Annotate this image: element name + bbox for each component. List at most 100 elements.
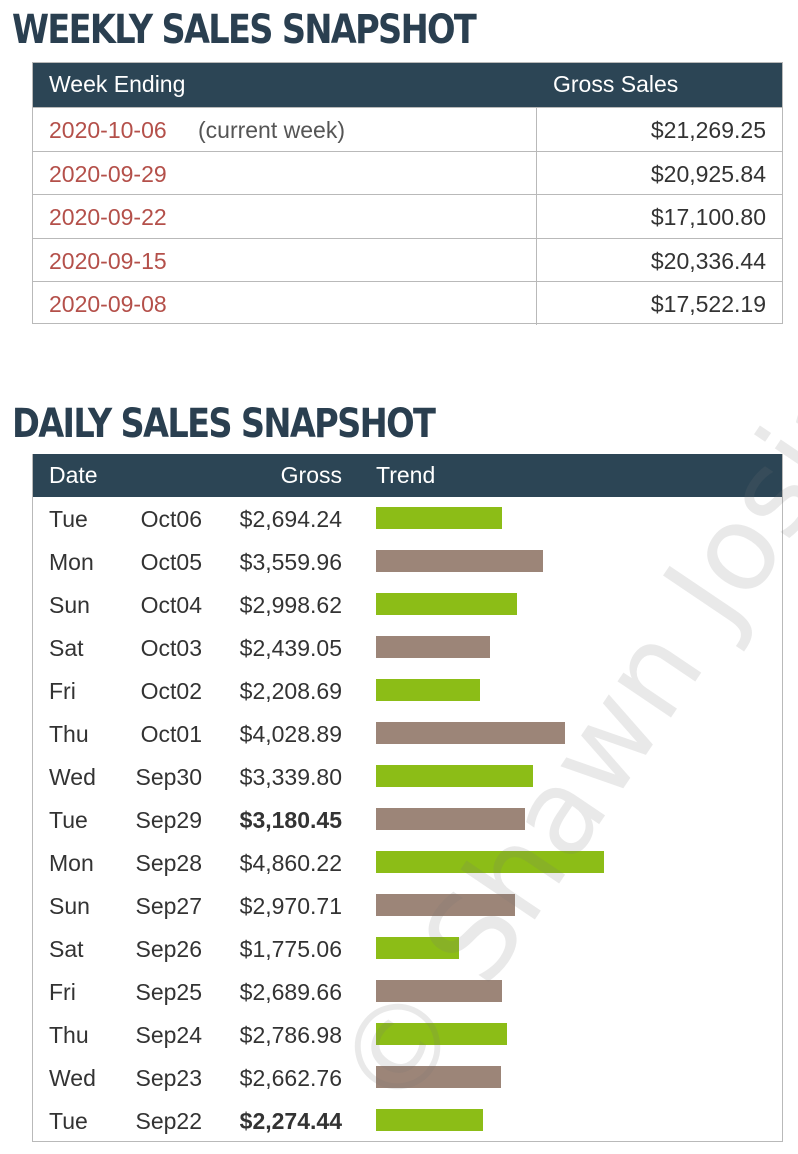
trend-bar [376, 636, 490, 658]
weekly-row: 2020-09-15 $20,336.44 [33, 237, 782, 282]
day-date: Sep27 [135, 893, 202, 919]
trend-bar [376, 894, 515, 916]
daily-gross-value: $3,559.96 [239, 549, 342, 575]
column-divider [536, 108, 537, 151]
daily-gross-value: $1,775.06 [239, 936, 342, 962]
daily-row: Fri Oct02 $2,208.69 [33, 669, 782, 712]
daily-gross-value: $4,028.89 [239, 721, 342, 747]
trend-bar [376, 550, 543, 572]
day-date: Oct06 [140, 506, 202, 532]
daily-gross-value: $2,694.24 [239, 506, 342, 532]
daily-gross-value: $2,274.44 [239, 1108, 342, 1134]
daily-gross-value: $2,689.66 [239, 979, 342, 1005]
weekly-sales-title: WEEKLY SALES SNAPSHOT [12, 7, 477, 53]
trend-bar [376, 1109, 483, 1131]
week-ending-link[interactable]: 2020-10-06 [49, 117, 167, 143]
day-date: Oct04 [140, 592, 202, 618]
trend-bar [376, 937, 459, 959]
trend-bar [376, 1023, 507, 1045]
week-ending-link[interactable]: 2020-09-22 [49, 204, 167, 231]
daily-table-header: Date Gross Trend [33, 454, 782, 497]
trend-bar [376, 851, 604, 873]
current-week-note: (current week) [198, 117, 345, 143]
gross-sales-value: $21,269.25 [650, 117, 766, 143]
column-divider [536, 282, 537, 325]
gross-sales-value: $20,336.44 [650, 247, 766, 274]
daily-gross-value: $2,439.05 [239, 635, 342, 661]
day-of-week: Sun [49, 893, 90, 919]
daily-gross-value: $2,998.62 [239, 592, 342, 618]
date-header: Date [49, 462, 98, 488]
trend-bar [376, 679, 480, 701]
gross-sales-header: Gross Sales [553, 71, 679, 97]
daily-row: Sun Sep27 $2,970.71 [33, 884, 782, 927]
week-ending-link[interactable]: 2020-09-08 [49, 291, 167, 318]
day-date: Sep22 [135, 1108, 202, 1134]
daily-row: Tue Sep29 $3,180.45 [33, 798, 782, 841]
daily-row: Sun Oct04 $2,998.62 [33, 583, 782, 626]
daily-row: Fri Sep25 $2,689.66 [33, 970, 782, 1013]
trend-bar [376, 722, 565, 744]
daily-row: Thu Sep24 $2,786.98 [33, 1013, 782, 1056]
day-of-week: Sun [49, 592, 90, 618]
daily-row: Sat Sep26 $1,775.06 [33, 927, 782, 970]
day-date: Sep23 [135, 1065, 202, 1091]
week-ending-header: Week Ending [49, 71, 186, 97]
day-date: Sep24 [135, 1022, 202, 1048]
daily-row: Mon Oct05 $3,559.96 [33, 540, 782, 583]
gross-sales-value: $20,925.84 [650, 160, 766, 187]
week-ending-link[interactable]: 2020-09-29 [49, 160, 167, 187]
day-date: Sep26 [135, 936, 202, 962]
daily-sales-table: Date Gross Trend Tue Oct06 $2,694.24 Mon Oct… [32, 454, 783, 1142]
weekly-row: 2020-09-29 $20,925.84 [33, 150, 782, 195]
weekly-row: 2020-10-06 (current week) $21,269.25 [33, 107, 782, 151]
weekly-sales-table: Week Ending Gross Sales 2020-10-06 (curre… [32, 62, 783, 325]
daily-gross-value: $2,970.71 [239, 893, 342, 919]
day-date: Oct01 [140, 721, 202, 747]
gross-sales-value: $17,100.80 [650, 204, 766, 231]
trend-bar [376, 507, 502, 529]
day-of-week: Fri [49, 979, 76, 1005]
day-of-week: Tue [49, 506, 88, 532]
daily-gross-value: $2,208.69 [239, 678, 342, 704]
day-date: Sep28 [135, 850, 202, 876]
weekly-table-header: Week Ending Gross Sales [33, 63, 782, 107]
day-date: Oct05 [140, 549, 202, 575]
day-of-week: Wed [49, 764, 96, 790]
daily-row: Wed Sep23 $2,662.76 [33, 1056, 782, 1099]
trend-bar [376, 593, 517, 615]
day-date: Sep30 [135, 764, 202, 790]
daily-row: Tue Sep22 $2,274.44 [33, 1099, 782, 1142]
day-of-week: Sat [49, 635, 84, 661]
day-of-week: Mon [49, 850, 94, 876]
daily-row: Mon Sep28 $4,860.22 [33, 841, 782, 884]
day-of-week: Thu [49, 1022, 89, 1048]
trend-bar [376, 765, 533, 787]
day-date: Sep29 [135, 807, 202, 833]
day-of-week: Fri [49, 678, 76, 704]
daily-gross-value: $2,786.98 [239, 1022, 342, 1048]
day-of-week: Tue [49, 1108, 88, 1134]
day-date: Oct03 [140, 635, 202, 661]
daily-row: Tue Oct06 $2,694.24 [33, 497, 782, 540]
week-ending-link[interactable]: 2020-09-15 [49, 247, 167, 274]
trend-bar [376, 808, 525, 830]
trend-bar [376, 1066, 501, 1088]
gross-sales-value: $17,522.19 [650, 291, 766, 318]
day-of-week: Mon [49, 549, 94, 575]
daily-row: Sat Oct03 $2,439.05 [33, 626, 782, 669]
day-date: Sep25 [135, 979, 202, 1005]
trend-header: Trend [376, 462, 436, 488]
weekly-row: 2020-09-08 $17,522.19 [33, 281, 782, 325]
daily-gross-value: $3,339.80 [239, 764, 342, 790]
weekly-row: 2020-09-22 $17,100.80 [33, 194, 782, 238]
daily-gross-value: $2,662.76 [239, 1065, 342, 1091]
daily-gross-value: $3,180.45 [239, 807, 342, 833]
column-divider [536, 238, 537, 282]
day-of-week: Wed [49, 1065, 96, 1091]
column-divider [536, 195, 537, 238]
trend-bar [376, 980, 502, 1002]
day-of-week: Tue [49, 807, 88, 833]
gross-header: Gross [280, 462, 342, 488]
daily-gross-value: $4,860.22 [239, 850, 342, 876]
